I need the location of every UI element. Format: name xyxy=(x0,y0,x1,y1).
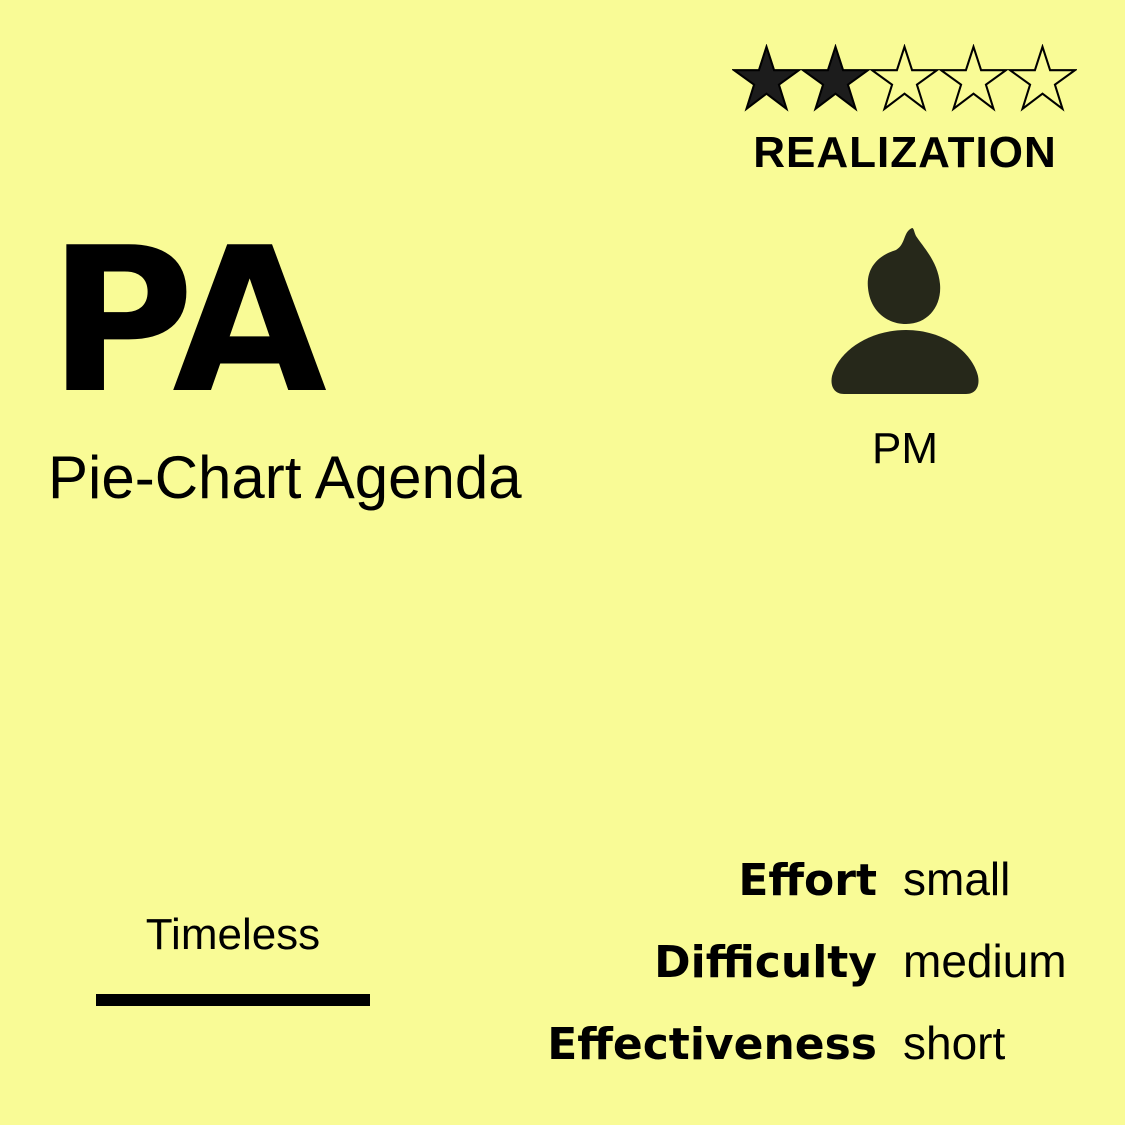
pattern-abbreviation: PA xyxy=(48,205,327,438)
star-rating xyxy=(732,44,1077,113)
metric-key: Effectiveness xyxy=(547,1019,877,1070)
metric-value: small xyxy=(903,853,1011,905)
timeframe-underline xyxy=(96,994,370,1006)
category-label: REALIZATION xyxy=(753,128,1057,177)
role-label: PM xyxy=(872,424,938,473)
pattern-name: Pie-Chart Agenda xyxy=(48,444,522,511)
metrics-table: Effort small Difficulty medium Effective… xyxy=(477,852,1077,1098)
metric-row-effort: Effort small xyxy=(477,852,1077,934)
person-icon xyxy=(831,228,979,394)
metric-key: Effort xyxy=(738,855,877,906)
metric-row-difficulty: Difficulty medium xyxy=(477,934,1077,1016)
empty-star-icon xyxy=(939,44,1008,112)
metric-key: Difficulty xyxy=(654,937,877,988)
timeframe-label: Timeless xyxy=(145,910,321,959)
empty-star-icon xyxy=(870,44,939,112)
empty-star-icon xyxy=(1008,44,1077,112)
metric-row-effectiveness: Effectiveness short xyxy=(477,1016,1077,1098)
metric-value: short xyxy=(903,1017,1006,1069)
metric-value: medium xyxy=(903,935,1067,987)
filled-star-icon xyxy=(801,44,870,112)
realization-rating xyxy=(732,44,1077,124)
filled-star-icon xyxy=(732,44,801,112)
